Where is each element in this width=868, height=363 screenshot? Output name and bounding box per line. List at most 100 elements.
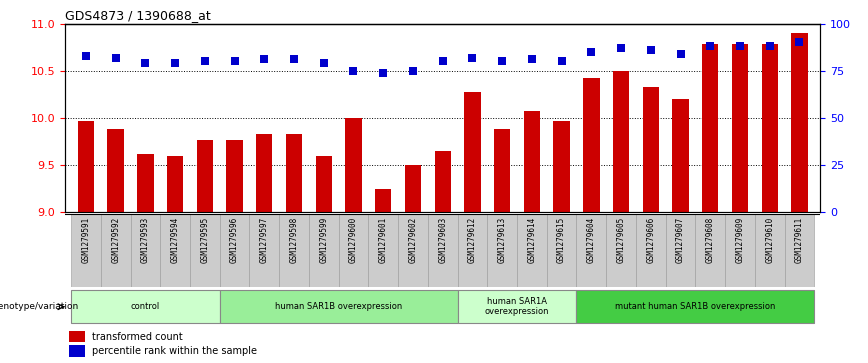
Point <box>525 57 539 62</box>
Text: GSM1279600: GSM1279600 <box>349 217 358 263</box>
Bar <box>761 44 778 212</box>
Point <box>733 43 747 49</box>
Bar <box>666 214 695 287</box>
Bar <box>345 118 362 212</box>
Point <box>615 45 628 51</box>
Bar <box>494 129 510 212</box>
Bar <box>702 44 719 212</box>
Point <box>763 43 777 49</box>
Bar <box>517 214 547 287</box>
Bar <box>101 214 130 287</box>
Point <box>198 58 212 64</box>
Bar <box>554 121 569 212</box>
Text: mutant human SAR1B overexpression: mutant human SAR1B overexpression <box>615 302 776 311</box>
Text: GSM1279611: GSM1279611 <box>795 217 804 263</box>
Bar <box>167 156 183 212</box>
Point <box>227 58 241 64</box>
Bar <box>279 214 309 287</box>
Point <box>79 53 93 58</box>
Point <box>168 60 182 66</box>
Bar <box>732 44 748 212</box>
Bar <box>606 214 636 287</box>
Bar <box>69 331 85 342</box>
Point <box>346 68 360 74</box>
Text: GSM1279593: GSM1279593 <box>141 217 150 263</box>
Bar <box>695 214 725 287</box>
Bar <box>368 214 398 287</box>
Text: human SAR1B overexpression: human SAR1B overexpression <box>275 302 402 311</box>
Text: GSM1279594: GSM1279594 <box>171 217 180 263</box>
Bar <box>636 214 666 287</box>
Bar <box>642 87 659 212</box>
Point <box>406 68 420 74</box>
Text: GSM1279614: GSM1279614 <box>528 217 536 263</box>
Bar <box>309 214 339 287</box>
Bar <box>457 214 487 287</box>
Bar <box>785 214 814 287</box>
Point <box>703 43 717 49</box>
Point <box>138 60 152 66</box>
Text: control: control <box>131 302 160 311</box>
Point <box>496 58 510 64</box>
Point <box>465 55 479 61</box>
Text: GSM1279606: GSM1279606 <box>647 217 655 263</box>
Point <box>376 70 390 76</box>
Bar <box>286 134 302 212</box>
Text: GSM1279599: GSM1279599 <box>319 217 328 263</box>
Bar <box>435 151 450 212</box>
Bar <box>78 121 94 212</box>
Text: GSM1279615: GSM1279615 <box>557 217 566 263</box>
Text: GSM1279607: GSM1279607 <box>676 217 685 263</box>
Text: GSM1279602: GSM1279602 <box>409 217 418 263</box>
Text: GSM1279610: GSM1279610 <box>766 217 774 263</box>
Point <box>584 49 598 55</box>
Point <box>792 40 806 45</box>
Bar <box>190 214 220 287</box>
Text: GSM1279598: GSM1279598 <box>290 217 299 263</box>
Bar <box>197 140 213 212</box>
Text: GSM1279592: GSM1279592 <box>111 217 120 263</box>
Text: GSM1279609: GSM1279609 <box>735 217 745 263</box>
Bar <box>249 214 279 287</box>
Bar <box>220 214 249 287</box>
Point <box>644 47 658 53</box>
Point <box>257 57 271 62</box>
Bar <box>108 129 124 212</box>
Bar <box>161 214 190 287</box>
Text: GSM1279604: GSM1279604 <box>587 217 595 263</box>
Point <box>436 58 450 64</box>
Text: GSM1279603: GSM1279603 <box>438 217 447 263</box>
Bar <box>792 33 807 212</box>
Bar <box>71 214 101 287</box>
Text: genotype/variation: genotype/variation <box>0 302 79 310</box>
Bar <box>220 290 457 323</box>
Text: GSM1279601: GSM1279601 <box>378 217 388 263</box>
Point <box>674 51 687 57</box>
Text: transformed count: transformed count <box>91 332 182 342</box>
Bar <box>375 189 391 212</box>
Text: GSM1279597: GSM1279597 <box>260 217 269 263</box>
Bar <box>576 214 606 287</box>
Bar <box>576 290 814 323</box>
Bar <box>398 214 428 287</box>
Text: GSM1279595: GSM1279595 <box>201 217 209 263</box>
Text: GSM1279613: GSM1279613 <box>497 217 507 263</box>
Bar <box>755 214 785 287</box>
Bar <box>428 214 457 287</box>
Bar <box>523 111 540 212</box>
Bar <box>547 214 576 287</box>
Text: GDS4873 / 1390688_at: GDS4873 / 1390688_at <box>65 9 211 23</box>
Bar <box>227 140 243 212</box>
Text: GSM1279596: GSM1279596 <box>230 217 239 263</box>
Point <box>317 60 331 66</box>
Text: GSM1279605: GSM1279605 <box>616 217 626 263</box>
Text: GSM1279591: GSM1279591 <box>82 217 90 263</box>
Bar <box>487 214 517 287</box>
Bar <box>457 290 576 323</box>
Bar <box>71 290 220 323</box>
Text: human SAR1A
overexpression: human SAR1A overexpression <box>484 297 549 317</box>
Bar <box>583 78 600 212</box>
Point <box>287 57 301 62</box>
Text: percentile rank within the sample: percentile rank within the sample <box>91 346 257 356</box>
Bar <box>137 154 154 212</box>
